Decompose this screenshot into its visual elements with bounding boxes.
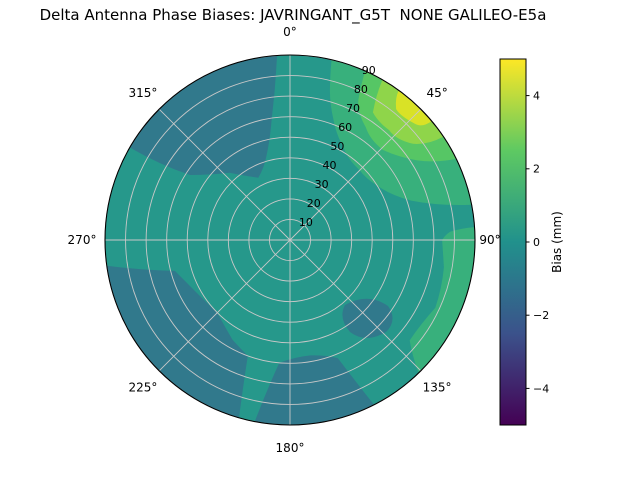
radial-tick-label: 10 — [299, 216, 313, 229]
radial-tick-label: 70 — [346, 102, 360, 115]
angular-tick-label: 90° — [479, 233, 500, 247]
grid-spoke — [289, 108, 422, 241]
radial-tick-label: 60 — [338, 121, 352, 134]
angular-tick-label: 0° — [283, 25, 297, 39]
radial-tick-label: 80 — [354, 83, 368, 96]
radial-tick-label: 90 — [362, 64, 376, 77]
band-neg-inner-southeast — [342, 298, 393, 338]
grid-spoke — [158, 108, 291, 241]
angular-tick-label: 45° — [426, 86, 447, 100]
colorbar-tick-label: −2 — [533, 309, 549, 322]
angular-tick-label: 315° — [128, 86, 157, 100]
polar-outline — [104, 54, 476, 426]
colorbar-tick-label: 2 — [533, 163, 540, 176]
angular-tick-label: 225° — [128, 380, 157, 394]
band-neg-bottom-left — [106, 265, 248, 418]
colorbar — [499, 58, 527, 426]
band-neg-upper-left — [129, 55, 278, 178]
radial-tick-label: 40 — [322, 159, 336, 172]
colorbar-tick-label: −4 — [533, 382, 549, 395]
radial-tick-label: 50 — [330, 140, 344, 153]
grid-spoke — [158, 239, 291, 372]
colorbar-tick-label: 4 — [533, 89, 540, 102]
angular-tick-label: 180° — [276, 441, 305, 455]
radial-tick-label: 20 — [307, 197, 321, 210]
grid-spoke — [289, 239, 422, 372]
band-pos1-right-edge — [409, 227, 475, 373]
angular-tick-label: 270° — [68, 233, 97, 247]
angular-tick-label: 135° — [423, 380, 452, 394]
chart-title: Delta Antenna Phase Biases: JAVRINGANT_G… — [39, 6, 547, 24]
band-neg-bottom-center — [254, 355, 374, 425]
band-pos4-topright — [395, 90, 432, 126]
colorbar-axis-label: Bias (mm) — [550, 211, 564, 273]
colorbar-tick-label: 0 — [533, 236, 540, 249]
radial-tick-label: 30 — [315, 178, 329, 191]
